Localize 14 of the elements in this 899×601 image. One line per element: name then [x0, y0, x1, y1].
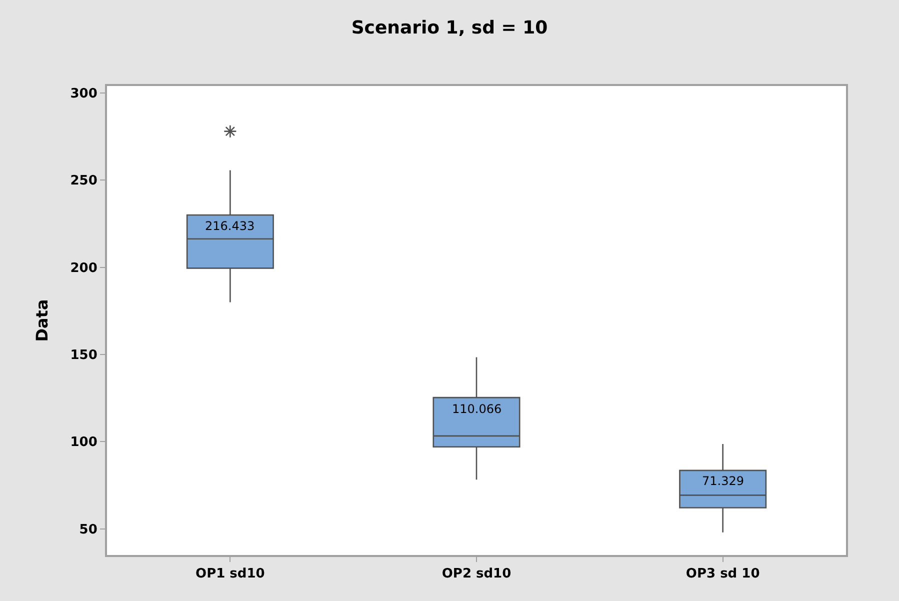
chart-title: Scenario 1, sd = 10 — [351, 17, 548, 38]
annotation: 110.066 — [452, 402, 502, 416]
y-tick-label: 100 — [70, 435, 98, 450]
y-tick-label: 200 — [70, 260, 98, 276]
annotation: 71.329 — [702, 474, 744, 488]
x-tick-label: OP3 sd 10 — [686, 566, 760, 582]
y-tick-label: 300 — [70, 86, 98, 102]
annotation: 216.433 — [205, 219, 255, 233]
y-axis-title: Data — [32, 299, 52, 342]
x-tick-label: OP2 sd10 — [442, 566, 512, 582]
y-tick-label: 150 — [70, 348, 98, 364]
x-tick-label: OP1 sd10 — [196, 566, 265, 582]
y-tick-label: 250 — [70, 174, 98, 189]
y-tick-label: 50 — [79, 522, 98, 538]
